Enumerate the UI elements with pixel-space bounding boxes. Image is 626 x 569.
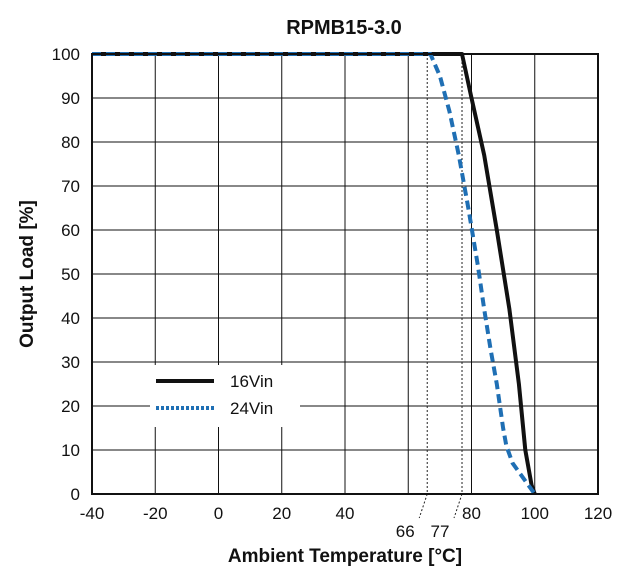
grid-lines: [92, 54, 598, 494]
y-tick-label: 80: [61, 133, 80, 152]
x-tick-label: 20: [272, 504, 291, 523]
y-tick-label: 20: [61, 397, 80, 416]
series-layer: [92, 52, 537, 496]
x-axis-label: Ambient Temperature [°C]: [228, 546, 462, 567]
y-tick-label: 10: [61, 441, 80, 460]
legend-box: [150, 365, 300, 427]
x-tick-label: -20: [143, 504, 168, 523]
annotation-label: 66: [396, 522, 415, 541]
y-tick-label: 30: [61, 353, 80, 372]
annotation-label: 77: [431, 522, 450, 541]
y-tick-labels: 0 10 20 30 40 50 60 70 80 90 100: [52, 45, 80, 504]
legend-label-24vin: 24Vin: [230, 399, 273, 418]
x-tick-label: 100: [521, 504, 549, 523]
annotation-layer: 66 77: [396, 54, 463, 541]
series-line-24vin: [92, 52, 537, 496]
annotation-leader: [418, 493, 428, 519]
y-axis-label: Output Load [%]: [17, 200, 38, 348]
y-tick-label: 70: [61, 177, 80, 196]
annotation-leader: [453, 493, 463, 519]
y-tick-label: 60: [61, 221, 80, 240]
plot-frame: [91, 53, 599, 495]
y-tick-label: 50: [61, 265, 80, 284]
x-tick-labels: -40 -20 0 20 40 80 100 120: [80, 504, 612, 523]
y-tick-label: 100: [52, 45, 80, 64]
x-tick-label: 120: [584, 504, 612, 523]
legend-label-16vin: 16Vin: [230, 372, 273, 391]
x-tick-label: 0: [214, 504, 223, 523]
series-line-16vin: [92, 52, 537, 495]
y-tick-label: 0: [71, 485, 80, 504]
x-tick-label: -40: [80, 504, 105, 523]
y-tick-label: 40: [61, 309, 80, 328]
legend: 16Vin 24Vin: [150, 365, 300, 427]
chart-title: RPMB15-3.0: [286, 17, 402, 39]
y-tick-label: 90: [61, 89, 80, 108]
x-tick-label: 40: [336, 504, 355, 523]
x-tick-label: 80: [462, 504, 481, 523]
